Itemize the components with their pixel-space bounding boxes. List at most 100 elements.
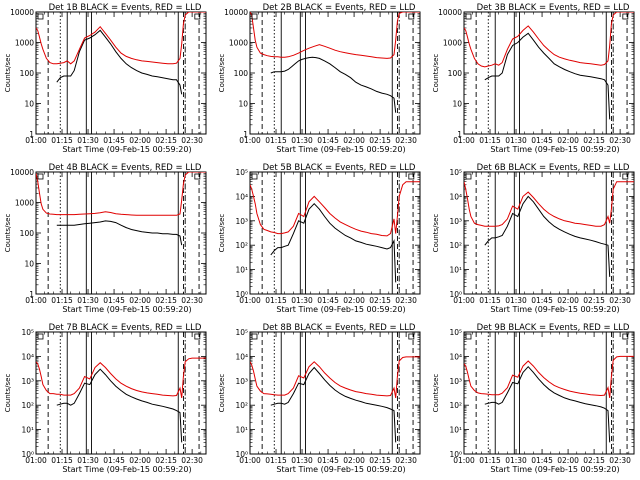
corner-marker [465,13,472,20]
x-tick-label: 02:15 [583,456,605,465]
detector-panel-1: Det 1B BLACK = Events, RED = LLD 1 10 100 10… [4,3,207,154]
y-axis-label: Counts/sec [218,214,226,253]
x-axis-label: Start Time (09-Feb-15 00:59:20) [276,145,405,154]
x-tick-label: 02:00 [129,136,151,145]
lld-series-line [36,357,206,398]
x-tick-label: 02:00 [557,296,579,305]
x-tick-label: 02:30 [395,456,417,465]
y-tick-label: 1000 [229,39,248,48]
y-tick-label: 10⁰ [235,450,248,459]
y-tick-label: 10¹ [449,426,462,435]
y-tick-label: 1 [457,130,462,139]
y-tick-label: 1000 [443,39,462,48]
y-tick-label: 10² [449,241,462,250]
y-tick-label: 10² [235,401,248,410]
corner-marker [408,333,415,340]
corner-marker [465,173,472,180]
x-tick-label: 01:30 [505,456,527,465]
y-tick-label: 10⁴ [21,352,34,361]
x-tick-label: 01:00 [25,296,47,305]
x-tick-label: 01:30 [291,456,313,465]
y-tick-label: 10⁰ [235,290,248,299]
y-tick-label: 10⁵ [235,328,248,337]
x-tick-label: 02:00 [343,456,365,465]
x-tick-label: 01:45 [317,136,339,145]
x-tick-label: 02:30 [181,456,203,465]
x-tick-label: 02:30 [609,456,631,465]
y-tick-label: 100 [234,69,249,78]
panel-title: Det 9B BLACK = Events, RED = LLD [477,323,630,333]
lld-series-line [36,12,206,65]
x-tick-label: 02:15 [369,456,391,465]
x-tick-label: 01:00 [25,136,47,145]
corner-marker [622,173,629,180]
y-tick-label: 10000 [438,8,462,17]
x-tick-label: 01:45 [103,136,125,145]
x-tick-label: 01:30 [505,296,527,305]
x-tick-label: 01:15 [479,296,501,305]
y-tick-label: 10 [24,100,34,109]
y-tick-label: 1 [29,290,34,299]
y-tick-label: 10³ [235,377,248,386]
x-tick-label: 01:00 [25,456,47,465]
x-tick-label: 01:30 [77,136,99,145]
detector-panel-3: Det 3B BLACK = Events, RED = LLD 1 10 100 10… [432,3,635,154]
y-tick-label: 10³ [235,217,248,226]
x-tick-label: 01:00 [239,296,261,305]
corner-marker [408,173,415,180]
y-axis-label: Counts/sec [218,54,226,93]
x-tick-label: 01:30 [505,136,527,145]
y-axis-label: Counts/sec [4,54,12,93]
x-tick-label: 01:15 [479,456,501,465]
events-series-line [56,29,183,95]
y-tick-label: 10² [21,401,34,410]
events-series-line [484,195,611,277]
x-tick-label: 01:45 [531,136,553,145]
x-tick-label: 02:30 [395,296,417,305]
corner-marker [37,333,44,340]
detector-panel-4: Det 4B BLACK = Events, RED = LLD 1 10 100 10… [4,163,207,314]
x-tick-label: 01:00 [239,136,261,145]
x-tick-label: 01:15 [265,296,287,305]
x-tick-label: 02:15 [155,296,177,305]
y-tick-label: 10000 [224,8,248,17]
x-tick-label: 02:00 [129,296,151,305]
x-tick-label: 01:45 [103,296,125,305]
corner-marker [251,13,258,20]
corner-marker [465,333,472,340]
y-tick-label: 10¹ [235,426,248,435]
events-series-line [56,368,183,443]
lld-series-line [250,356,420,398]
y-tick-label: 1000 [15,39,34,48]
y-tick-label: 1 [29,130,34,139]
y-axis-label: Counts/sec [4,374,12,413]
panel-title: Det 4B BLACK = Events, RED = LLD [49,163,202,173]
x-tick-label: 02:30 [181,296,203,305]
events-series-line [270,202,397,283]
x-tick-label: 02:00 [557,456,579,465]
plot-frame [249,11,421,135]
x-tick-label: 02:30 [609,296,631,305]
y-tick-label: 10¹ [21,426,34,435]
x-tick-label: 01:00 [453,296,475,305]
y-tick-label: 10⁴ [235,192,248,201]
x-tick-label: 01:45 [531,456,553,465]
x-tick-label: 02:15 [583,296,605,305]
x-tick-label: 01:30 [77,456,99,465]
events-series-line [484,365,611,443]
y-tick-label: 10⁰ [21,450,34,459]
x-tick-label: 01:30 [291,296,313,305]
y-axis-label: Counts/sec [432,54,440,93]
plot-frame [463,171,635,295]
plot-frame [249,171,421,295]
x-tick-label: 02:00 [343,296,365,305]
panel-title: Det 8B BLACK = Events, RED = LLD [263,323,416,333]
corner-marker [194,333,201,340]
x-tick-label: 01:00 [453,456,475,465]
y-tick-label: 100 [20,229,35,238]
y-tick-label: 10⁴ [449,352,462,361]
corner-marker [408,13,415,20]
corner-marker [37,173,44,180]
x-tick-label: 01:00 [453,136,475,145]
